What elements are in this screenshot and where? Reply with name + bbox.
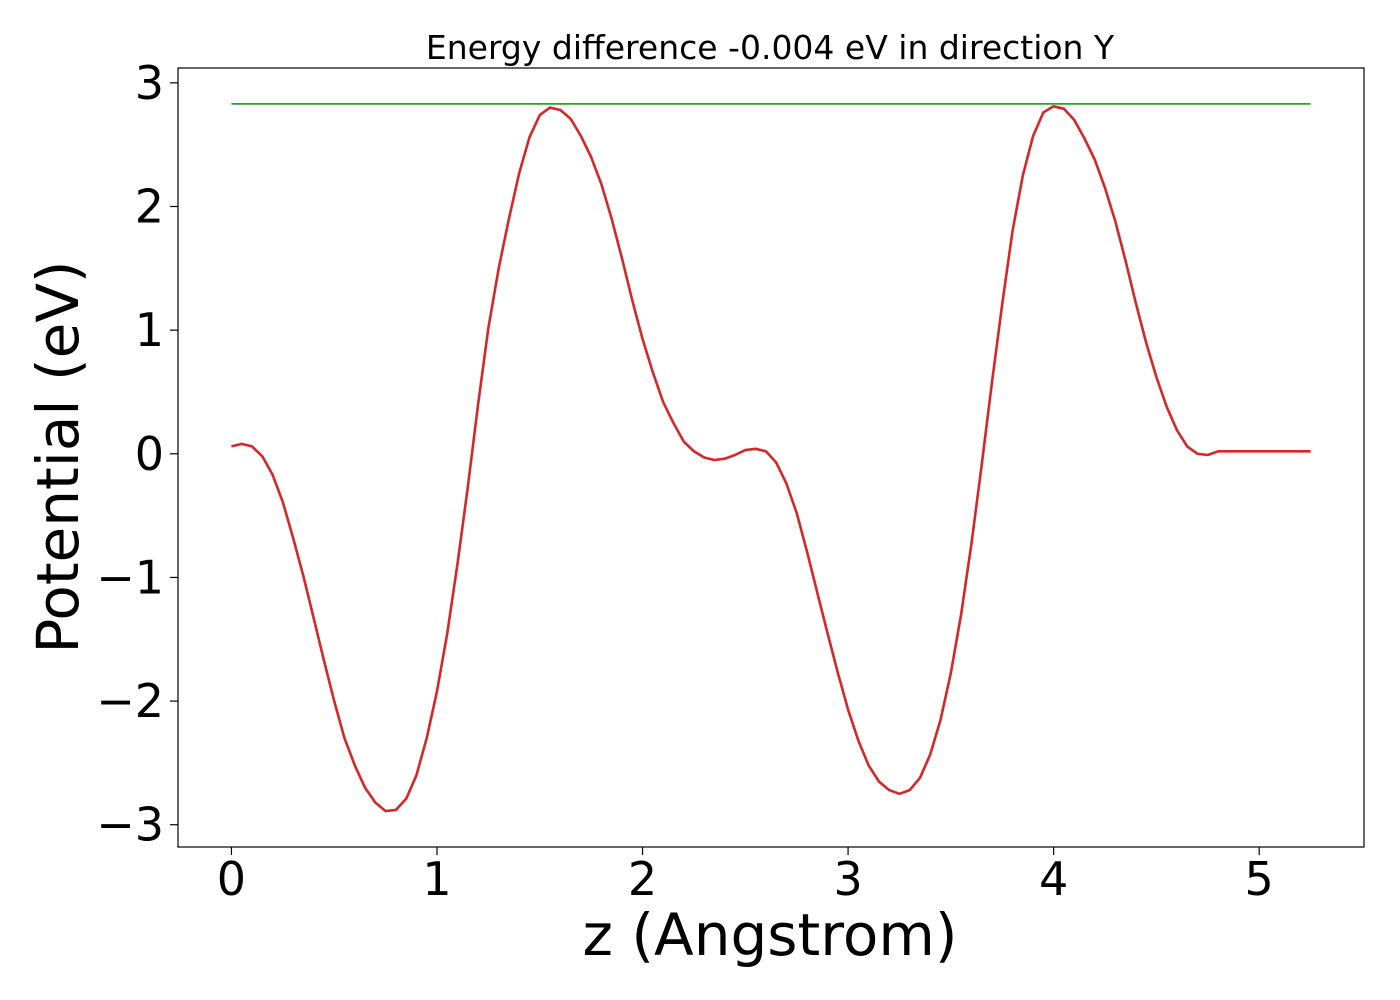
plot-frame bbox=[177, 67, 1365, 848]
x-tick-label: 5 bbox=[1245, 852, 1274, 906]
y-tick-label: −3 bbox=[96, 798, 164, 852]
y-tick-label: 3 bbox=[135, 56, 164, 110]
x-tick-label: 4 bbox=[1039, 852, 1068, 906]
x-tick-label: 3 bbox=[833, 852, 862, 906]
y-tick-label: 1 bbox=[135, 303, 164, 357]
series-layer bbox=[231, 103, 1311, 813]
x-axis-label: z (Angstrom) bbox=[583, 901, 958, 969]
x-tick-label: 1 bbox=[422, 852, 451, 906]
y-tick-label: −1 bbox=[96, 550, 164, 604]
y-tick-label: 0 bbox=[135, 427, 164, 481]
y-tick-label: 2 bbox=[135, 179, 164, 233]
y-axis-label: Potential (eV) bbox=[24, 260, 92, 653]
x-tick-label: 2 bbox=[628, 852, 657, 906]
chart-title: Energy difference -0.004 eV in direction… bbox=[426, 28, 1115, 67]
y-axis: −3 −2 −1 0 1 2 3 bbox=[96, 56, 178, 852]
y-tick-label: −2 bbox=[96, 674, 164, 728]
plot-area bbox=[177, 67, 1365, 848]
x-axis: 0 1 2 3 4 5 bbox=[217, 847, 1274, 906]
series-line-0 bbox=[231, 105, 1311, 813]
x-tick-label: 0 bbox=[217, 852, 246, 906]
